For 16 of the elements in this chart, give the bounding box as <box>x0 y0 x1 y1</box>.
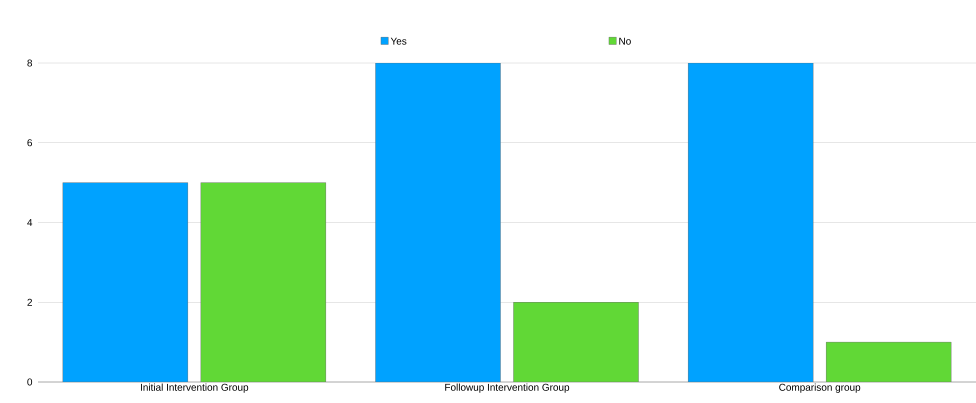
y-tick-label: 0 <box>27 378 32 386</box>
y-tick-label: 8 <box>27 59 32 67</box>
bar <box>513 302 639 382</box>
legend-label: Yes <box>390 38 406 45</box>
legend-label: No <box>619 38 631 45</box>
y-tick-label: 6 <box>27 139 32 146</box>
bar <box>688 63 814 382</box>
y-tick-label: 2 <box>27 298 32 306</box>
x-tick-label: Followup Intervention Group <box>445 384 570 393</box>
x-tick-label: Comparison group <box>779 384 860 393</box>
x-tick-label: Initial Intervention Group <box>140 384 248 393</box>
bar <box>375 63 501 382</box>
bar <box>62 182 188 382</box>
bar <box>200 182 326 382</box>
y-tick-label: 4 <box>27 219 32 226</box>
bar <box>826 342 952 382</box>
